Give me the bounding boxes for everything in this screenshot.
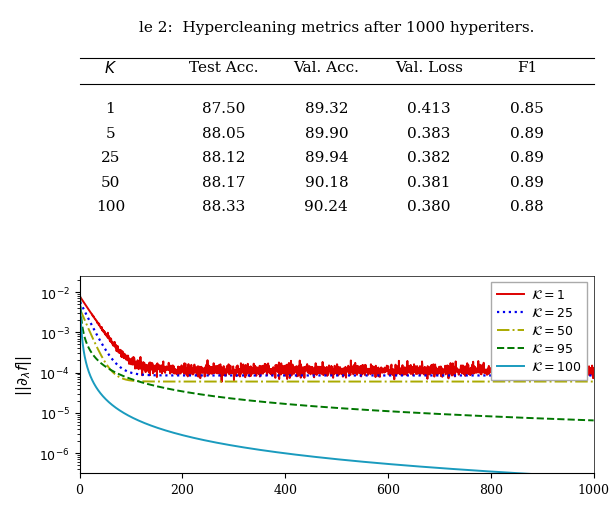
Text: 88.17: 88.17	[202, 176, 245, 189]
Text: 0.89: 0.89	[510, 127, 543, 140]
Text: 89.90: 89.90	[305, 127, 348, 140]
$\mathcal{K}=25$	[76, 299, 84, 305]
Line: $\mathcal{K}=25$: $\mathcal{K}=25$	[80, 302, 594, 376]
$\mathcal{K}=95$	[103, 364, 110, 371]
Line: $\mathcal{K}=1$: $\mathcal{K}=1$	[80, 297, 594, 382]
$\mathcal{K}=1$	[575, 369, 583, 375]
$\mathcal{K}=95$	[326, 405, 334, 411]
$\mathcal{K}=95$	[313, 404, 320, 410]
Text: 1: 1	[105, 102, 115, 116]
$\mathcal{K}=25$	[326, 373, 334, 379]
$\mathcal{K}=100$	[326, 456, 334, 462]
Text: Val. Acc.: Val. Acc.	[293, 61, 359, 75]
Text: le 2:  Hypercleaning metrics after 1000 hyperiters.: le 2: Hypercleaning metrics after 1000 h…	[139, 21, 534, 35]
$\mathcal{K}=25$	[313, 373, 320, 379]
Text: $K$: $K$	[104, 60, 117, 76]
Y-axis label: $||\partial_{\lambda} f ||$: $||\partial_{\lambda} f ||$	[14, 355, 34, 395]
Legend: $\mathcal{K}=1$, $\mathcal{K}=25$, $\mathcal{K}=50$, $\mathcal{K}=95$, $\mathcal: $\mathcal{K}=1$, $\mathcal{K}=25$, $\mat…	[491, 282, 588, 380]
Text: Test Acc.: Test Acc.	[188, 61, 258, 75]
Text: 89.32: 89.32	[305, 102, 348, 116]
$\mathcal{K}=25$	[103, 348, 110, 354]
$\mathcal{K}=95$	[590, 417, 597, 423]
Text: 0.383: 0.383	[408, 127, 451, 140]
Text: 89.94: 89.94	[305, 151, 348, 165]
$\mathcal{K}=50$	[382, 379, 389, 385]
$\mathcal{K}=25$	[575, 373, 583, 379]
Text: 0.413: 0.413	[408, 102, 451, 116]
Line: $\mathcal{K}=50$: $\mathcal{K}=50$	[80, 309, 594, 382]
$\mathcal{K}=50$	[481, 379, 488, 385]
Text: 0.381: 0.381	[408, 176, 451, 189]
Text: Val. Loss: Val. Loss	[395, 61, 463, 75]
$\mathcal{K}=1$	[481, 368, 488, 374]
$\mathcal{K}=1$	[575, 369, 583, 375]
Text: 5: 5	[106, 127, 115, 140]
$\mathcal{K}=50$	[590, 379, 597, 385]
$\mathcal{K}=95$	[76, 293, 84, 299]
$\mathcal{K}=50$	[575, 379, 583, 385]
$\mathcal{K}=100$	[481, 468, 488, 474]
Text: 0.380: 0.380	[408, 200, 451, 214]
Text: 88.12: 88.12	[202, 151, 245, 165]
Text: 90.24: 90.24	[304, 200, 348, 214]
$\mathcal{K}=1$	[590, 370, 597, 376]
$\mathcal{K}=50$	[326, 379, 334, 385]
Text: 0.89: 0.89	[510, 176, 543, 189]
$\mathcal{K}=100$	[575, 473, 582, 479]
Text: 90.18: 90.18	[305, 176, 348, 189]
Text: 87.50: 87.50	[202, 102, 245, 116]
Text: 100: 100	[96, 200, 125, 214]
Text: 0.89: 0.89	[510, 151, 543, 165]
$\mathcal{K}=50$	[76, 306, 84, 313]
Text: 25: 25	[101, 151, 120, 165]
Text: 88.33: 88.33	[202, 200, 245, 214]
Text: 50: 50	[101, 176, 120, 189]
$\mathcal{K}=1$	[326, 369, 334, 375]
$\mathcal{K}=100$	[590, 474, 597, 480]
$\mathcal{K}=95$	[481, 413, 488, 419]
$\mathcal{K}=50$	[313, 379, 320, 385]
$\mathcal{K}=100$	[313, 454, 320, 460]
$\mathcal{K}=1$	[76, 294, 84, 300]
$\mathcal{K}=95$	[575, 417, 582, 423]
$\mathcal{K}=100$	[76, 293, 84, 299]
Text: 0.85: 0.85	[510, 102, 543, 116]
$\mathcal{K}=25$	[575, 373, 583, 379]
Text: 0.382: 0.382	[408, 151, 451, 165]
$\mathcal{K}=25$	[590, 373, 597, 379]
$\mathcal{K}=1$	[218, 379, 225, 385]
$\mathcal{K}=25$	[481, 373, 488, 379]
$\mathcal{K}=100$	[575, 473, 583, 479]
Line: $\mathcal{K}=95$: $\mathcal{K}=95$	[80, 296, 594, 420]
$\mathcal{K}=25$	[430, 373, 437, 379]
$\mathcal{K}=1$	[313, 367, 320, 373]
$\mathcal{K}=100$	[103, 397, 110, 403]
Line: $\mathcal{K}=100$: $\mathcal{K}=100$	[80, 296, 594, 477]
$\mathcal{K}=1$	[103, 332, 110, 338]
$\mathcal{K}=50$	[575, 379, 583, 385]
$\mathcal{K}=50$	[103, 361, 110, 367]
Text: 88.05: 88.05	[202, 127, 245, 140]
Text: F1: F1	[517, 61, 537, 75]
Text: 0.88: 0.88	[510, 200, 543, 214]
$\mathcal{K}=95$	[575, 417, 583, 423]
